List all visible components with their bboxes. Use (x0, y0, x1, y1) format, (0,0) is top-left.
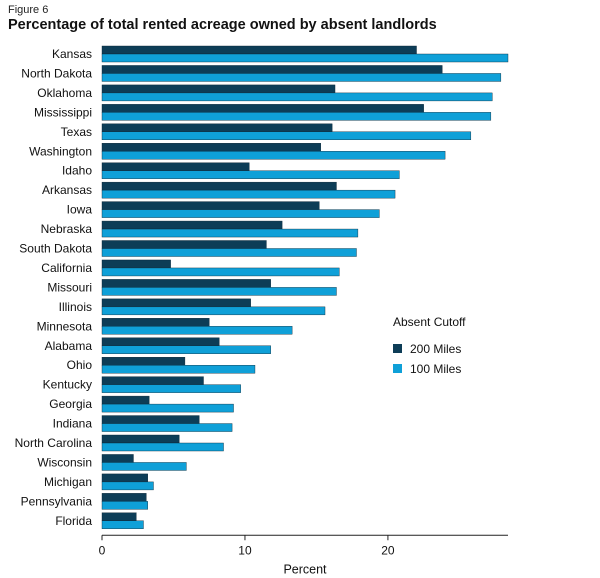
bar-200-miles (101, 84, 336, 94)
figure-label: Figure 6 (8, 4, 49, 16)
category-label: Indiana (53, 417, 93, 431)
bar-100-miles (101, 520, 144, 529)
category-label: Pennsylvania (21, 494, 93, 508)
bar-100-miles (101, 442, 224, 452)
category-label: Arkansas (42, 183, 92, 197)
bar-200-miles (101, 376, 204, 385)
bar-100-miles (101, 189, 396, 199)
bar-100-miles (101, 462, 187, 471)
bar-200-miles (101, 201, 320, 210)
bar-200-miles (101, 181, 337, 191)
bar-100-miles (101, 384, 241, 393)
category-label: North Dakota (21, 66, 92, 80)
bar-100-miles (101, 345, 271, 354)
bar-100-miles (101, 228, 359, 238)
legend-swatch-200-miles (393, 344, 402, 353)
bar-100-miles (101, 403, 234, 413)
category-label: Iowa (67, 203, 93, 217)
category-label: Alabama (45, 339, 93, 353)
bar-200-miles (101, 395, 150, 405)
chart-title: Percentage of total rented acreage owned… (8, 17, 437, 33)
category-label: Mississippi (34, 105, 92, 119)
bar-100-miles (101, 248, 357, 257)
category-label: Washington (29, 144, 92, 158)
bar-200-miles (101, 259, 171, 269)
bar-100-miles (101, 306, 326, 316)
bar-200-miles (101, 240, 267, 249)
bar-200-miles (101, 45, 417, 55)
bar-200-miles (101, 493, 147, 502)
bar-200-miles (101, 65, 443, 74)
category-label: Georgia (49, 397, 92, 411)
bar-100-miles (101, 423, 233, 432)
category-labels: Kansas North Dakota Oklahoma Mississippi Tex… (15, 47, 93, 528)
bar-200-miles (101, 123, 333, 133)
bar-200-miles (101, 162, 250, 171)
bar-100-miles (101, 287, 337, 296)
bar-100-miles (101, 365, 256, 374)
bar-200-miles (101, 298, 251, 308)
bar-200-miles (101, 279, 271, 288)
bar-100-miles (101, 501, 148, 510)
legend-swatch-100-miles (393, 364, 402, 373)
x-tick-label: 0 (99, 543, 106, 557)
category-label: Kentucky (43, 378, 92, 392)
bar-200-miles (101, 454, 134, 463)
category-label: Florida (55, 514, 92, 528)
category-label: Missouri (47, 280, 92, 294)
bar-200-miles (101, 337, 220, 346)
category-label: Illinois (59, 300, 92, 314)
bar-200-miles (101, 415, 200, 424)
bar-200-miles (101, 143, 321, 152)
x-tick-label: 10 (238, 543, 252, 557)
legend: Absent Cutoff 200 Miles 100 Miles (393, 315, 466, 376)
legend-label: 100 Miles (410, 362, 461, 376)
category-label: Ohio (67, 358, 93, 372)
bar-100-miles (101, 481, 154, 491)
category-label: Kansas (52, 47, 92, 61)
category-label: Oklahoma (37, 86, 92, 100)
x-axis-title: Percent (283, 562, 327, 576)
bar-200-miles (101, 357, 186, 366)
category-label: California (41, 261, 92, 275)
legend-title: Absent Cutoff (393, 315, 466, 329)
bar-200-miles (101, 473, 148, 483)
bar-200-miles (101, 104, 424, 113)
category-label: Idaho (62, 164, 92, 178)
bar-200-miles (101, 220, 283, 230)
bar-100-miles (101, 53, 509, 63)
bar-100-miles (101, 326, 293, 335)
category-label: Minnesota (37, 319, 93, 333)
category-label: North Carolina (15, 436, 93, 450)
bar-100-miles (101, 170, 400, 179)
x-tick-label: 20 (381, 543, 395, 557)
bar-200-miles (101, 512, 137, 521)
bars-group (101, 45, 509, 529)
legend-label: 200 Miles (410, 342, 461, 356)
category-label: Texas (61, 125, 92, 139)
category-label: Michigan (44, 475, 92, 489)
bar-100-miles (101, 112, 492, 121)
x-axis-ticks: 0 10 20 (99, 535, 395, 557)
bar-100-miles (101, 92, 493, 102)
bar-100-miles (101, 151, 446, 160)
category-label: South Dakota (19, 242, 92, 256)
bar-200-miles (101, 434, 180, 444)
bar-100-miles (101, 131, 472, 141)
bar-100-miles (101, 209, 380, 218)
category-label: Nebraska (41, 222, 93, 236)
bar-200-miles (101, 318, 210, 327)
category-label: Wisconsin (37, 455, 92, 469)
bar-100-miles (101, 73, 502, 82)
bar-100-miles (101, 267, 340, 277)
